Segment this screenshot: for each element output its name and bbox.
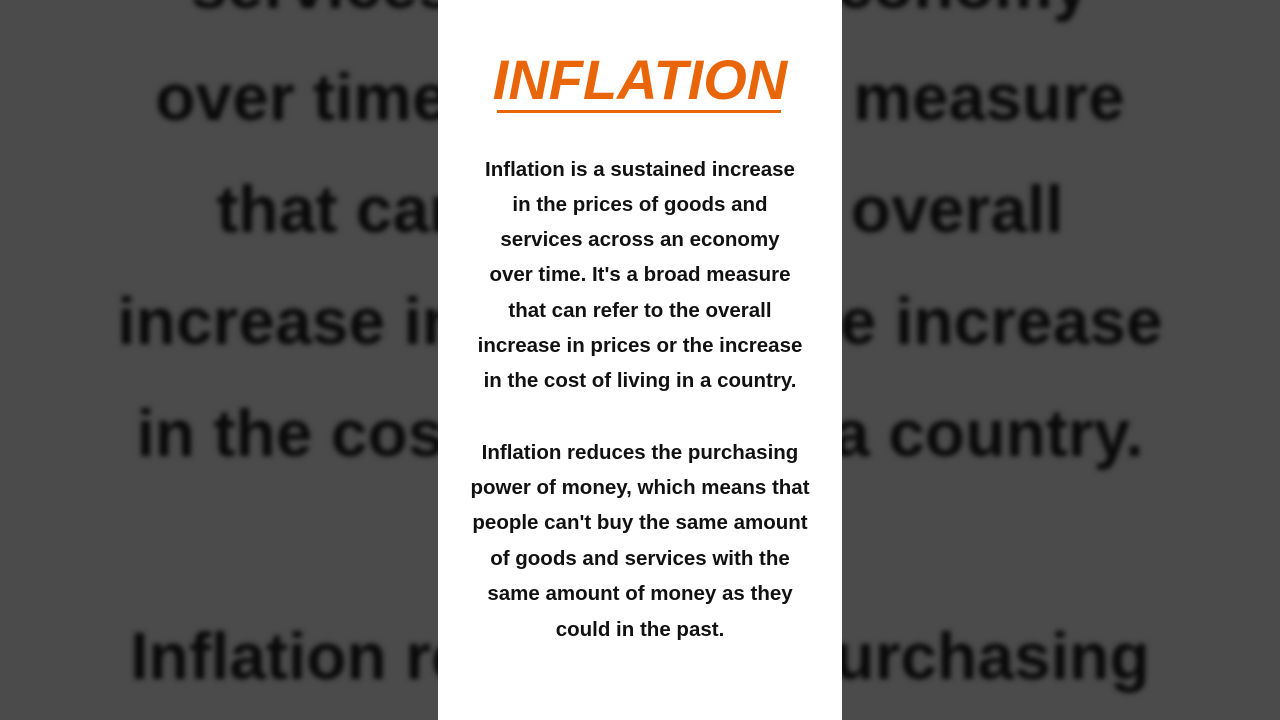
paragraph-1-line: increase in prices or the increase — [477, 334, 803, 357]
content-panel: INFLATION Inflation is a sustained incre… — [438, 0, 842, 720]
paragraph-2-line: power of money, which means that — [470, 476, 810, 499]
page-title: INFLATION — [492, 48, 788, 111]
paragraph-2-line: Inflation reduces the purchasing — [481, 441, 799, 464]
title-underline — [497, 110, 781, 113]
paragraph-2-line: people can't buy the same amount — [472, 511, 808, 534]
paragraph-1-line: Inflation is a sustained increase — [485, 158, 795, 181]
paragraph-2-line: could in the past. — [555, 618, 725, 641]
paragraph-1-line: that can refer to the overall — [508, 299, 772, 322]
paragraph-2-line: same amount of money as they — [487, 582, 793, 605]
paragraph-1-line: over time. It's a broad measure — [489, 263, 791, 286]
paragraph-2-line: of goods and services with the — [490, 547, 790, 570]
paragraph-1-line: services across an economy — [500, 228, 780, 251]
paragraph-1-line: in the prices of goods and — [512, 193, 768, 216]
paragraph-1-line: in the cost of living in a country. — [483, 369, 797, 392]
